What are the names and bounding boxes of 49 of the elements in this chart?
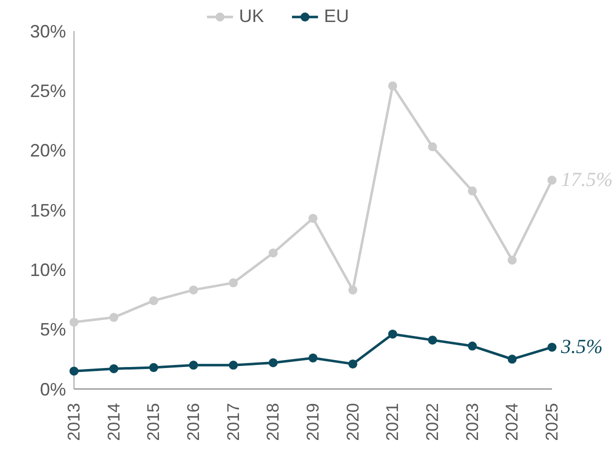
point [348,359,358,368]
point [109,312,118,322]
data-label: 3.5% [560,336,603,358]
x-tick-label: 2025 [542,403,562,441]
x-tick-label: 2021 [383,403,402,441]
point [468,342,477,351]
point [189,360,198,370]
point [388,330,398,339]
y-tick-label: 30% [30,21,66,42]
point [70,318,78,327]
point [388,81,398,90]
point [508,354,517,364]
y-tick-label: 20% [30,140,66,161]
x-tick-label: 2022 [423,403,442,441]
point [508,256,517,265]
point [109,364,118,374]
point [428,142,437,152]
point [468,186,477,196]
x-tick-label: 2017 [224,403,243,441]
x-tick-label: 2023 [462,403,482,441]
point [149,363,158,372]
point [149,296,158,306]
x-tick-label: 2015 [144,403,164,441]
point [268,358,278,368]
x-tick-label: 2014 [104,403,124,441]
x-tick-label: 2013 [64,403,84,441]
point [548,342,556,352]
y-tick-label: 5% [40,320,66,340]
point [308,353,318,362]
point [228,360,238,370]
y-tick-label: 25% [30,81,66,102]
point [189,285,198,294]
x-tick-label: 2020 [343,403,362,441]
point [548,176,556,185]
legend-label: EU [324,6,350,27]
x-tick-label: 2016 [184,403,203,441]
x-tick-label: 2019 [304,403,322,441]
x-tick-label: 2018 [264,403,283,441]
x-tick-label: 2024 [502,403,522,441]
y-tick-label: 15% [30,200,66,220]
point [228,278,238,288]
y-tick-label: 10% [30,260,66,280]
legend-label: UK [238,6,264,27]
point [268,248,278,258]
point [70,366,78,376]
point [348,285,358,294]
point [428,336,437,345]
point [308,214,318,223]
y-tick-label: 0% [40,379,66,400]
